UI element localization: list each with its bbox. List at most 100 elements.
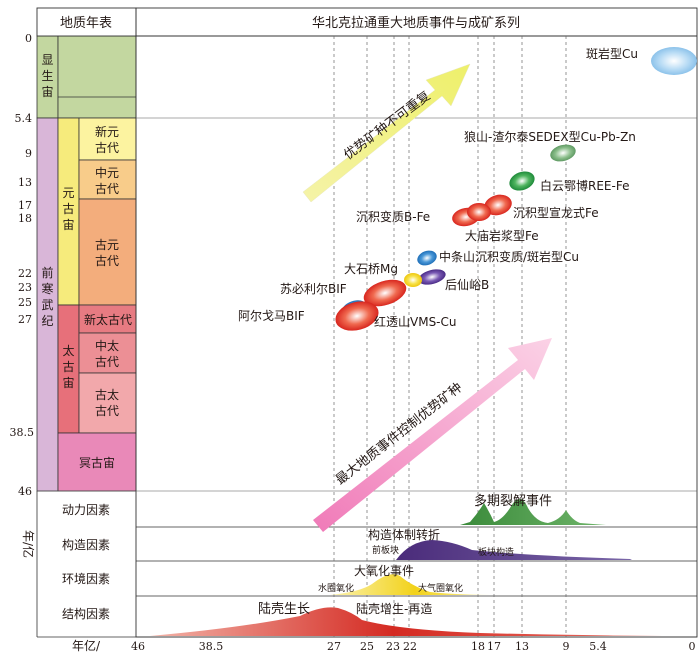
dynamic-peaks <box>460 499 606 525</box>
deposit-damiao-fe <box>467 203 491 221</box>
mesoproterozoic-label: 中元 古代 <box>95 165 119 196</box>
svg-text:古: 古 <box>62 201 74 216</box>
main-title: 华北克拉通重大地质事件与成矿系列 <box>312 15 520 31</box>
y-axis-unit: 年/亿 <box>21 530 36 558</box>
age-tick: 22 <box>18 267 32 280</box>
x-tick: 9 <box>563 640 570 653</box>
dynamic-event-label: 多期裂解事件 <box>474 493 552 509</box>
timescale-title: 地质年表 <box>60 16 112 31</box>
mesoproterozoic-block <box>78 159 137 200</box>
x-axis-label: 年亿/ <box>72 638 101 653</box>
structural-event-left: 陆壳生长 <box>258 601 310 617</box>
svg-text:古代: 古代 <box>95 403 119 418</box>
svg-text:生: 生 <box>41 69 53 83</box>
label-bayan-obo: 白云鄂博REE-Fe <box>540 178 629 193</box>
svg-text:新元: 新元 <box>95 124 119 139</box>
deposit-xuanlong-fe <box>484 194 512 216</box>
age-tick: 46 <box>18 485 32 498</box>
neoarchean-label: 新太古代 <box>84 312 132 327</box>
hadean-block <box>57 432 137 492</box>
factor-structural-label: 结构因素 <box>62 606 110 621</box>
svg-text:宙: 宙 <box>62 375 74 390</box>
neoarchean-block <box>78 304 137 334</box>
x-tick: 27 <box>327 640 341 653</box>
deposit-superior-bif <box>363 279 407 307</box>
tectonic-sub-right: 板块构造 <box>478 546 514 558</box>
paleoproterozoic-label: 古元 古代 <box>95 237 119 268</box>
precambrian-label: 前 寒 武 纪 <box>41 265 53 328</box>
svg-text:中元: 中元 <box>95 165 119 180</box>
age-gridlines <box>333 36 567 637</box>
arrow-lower-label: 最大地质事件控制优势矿种 <box>333 379 466 488</box>
structural-hill <box>150 607 690 636</box>
age-tick: 17 <box>18 199 32 212</box>
age-tick: 0 <box>25 32 32 45</box>
svg-text:元: 元 <box>62 186 74 200</box>
age-ticks: 0 5.4 9 13 17 18 22 23 25 27 38.5 46 <box>10 32 35 498</box>
label-xuanlong-fe: 沉积型宣龙式Fe <box>513 205 599 220</box>
label-zhongtiaoshan: 中条山沉积变质/斑岩型Cu <box>439 249 579 264</box>
age-tick: 27 <box>18 313 32 326</box>
arrow-upper: 优势矿种不可重复 <box>302 63 471 203</box>
environment-event-label: 大氧化事件 <box>354 564 414 578</box>
svg-text:古代: 古代 <box>95 354 119 369</box>
environment-hill <box>330 574 500 595</box>
deposit-houxianyu-b <box>418 269 446 285</box>
deposit-zhongtiaoshan-cu <box>417 250 437 266</box>
x-tick: 18 <box>471 640 485 653</box>
svg-text:宙: 宙 <box>62 217 74 232</box>
paleoarchean-label: 古太 古代 <box>95 387 119 418</box>
factor-tectonic-label: 构造因素 <box>62 537 110 552</box>
tectonic-sub-left: 前板块 <box>372 544 399 556</box>
age-tick: 5.4 <box>15 112 33 125</box>
label-sed-metam-bfe: 沉积变质B-Fe <box>356 209 430 224</box>
svg-text:纪: 纪 <box>41 314 53 328</box>
x-tick: 22 <box>403 640 417 653</box>
x-tick: 0 <box>689 640 696 653</box>
hadean-label: 冥古宙 <box>79 455 115 470</box>
svg-text:古元: 古元 <box>95 237 119 252</box>
factor-environment-label: 环境因素 <box>62 571 110 586</box>
arrow-upper-label: 优势矿种不可重复 <box>341 88 434 163</box>
svg-text:古: 古 <box>62 359 74 374</box>
age-tick: 9 <box>25 147 32 160</box>
label-porphyry-cu: 斑岩型Cu <box>586 46 638 61</box>
svg-text:古代: 古代 <box>95 140 119 155</box>
phanerozoic-right-block <box>57 35 137 119</box>
label-houxianyu: 后仙峪B <box>445 278 489 292</box>
svg-text:古太: 古太 <box>95 387 119 402</box>
age-tick: 38.5 <box>10 426 35 439</box>
age-tick: 13 <box>18 176 32 189</box>
x-tick: 23 <box>386 640 400 653</box>
environment-sub-left: 水圈氧化 <box>318 582 354 594</box>
archean-label: 太 古 宙 <box>62 343 74 390</box>
age-tick: 25 <box>18 296 32 309</box>
x-tick: 46 <box>131 640 145 653</box>
structural-event-right: 陆壳增生-再造 <box>356 601 432 616</box>
svg-text:古代: 古代 <box>95 253 119 268</box>
deposit-algoma-bif <box>335 301 379 331</box>
x-tick: 38.5 <box>199 640 224 653</box>
svg-text:武: 武 <box>41 298 53 312</box>
svg-text:显: 显 <box>41 53 53 67</box>
svg-text:古代: 古代 <box>95 181 119 196</box>
mesoarchean-label: 中太 古代 <box>95 338 119 369</box>
x-axis-ticks: 46 38.5 27 25 23 22 18 17 13 9 5.4 0 <box>131 640 696 653</box>
label-sedex: 狼山-渣尔泰SEDEX型Cu-Pb-Zn <box>464 129 636 144</box>
label-damiao-fe: 大庙岩浆型Fe <box>465 228 539 243</box>
proterozoic-label: 元 古 宙 <box>62 186 74 232</box>
x-tick: 25 <box>360 640 374 653</box>
environment-sub-right: 大气圈氧化 <box>418 582 463 594</box>
svg-text:太: 太 <box>62 343 74 358</box>
tectonic-hill <box>396 540 632 560</box>
paleoarchean-block <box>78 372 137 434</box>
deposit-porphyry-cu <box>651 47 697 75</box>
label-dashiqiao: 大石桥Mg <box>344 262 398 276</box>
tectonic-event-label: 构造体制转折 <box>368 527 440 542</box>
age-tick: 18 <box>18 212 32 225</box>
svg-text:寒: 寒 <box>41 281 53 296</box>
svg-text:前: 前 <box>41 265 53 280</box>
label-algoma-bif: 阿尔戈马BIF <box>238 308 305 323</box>
